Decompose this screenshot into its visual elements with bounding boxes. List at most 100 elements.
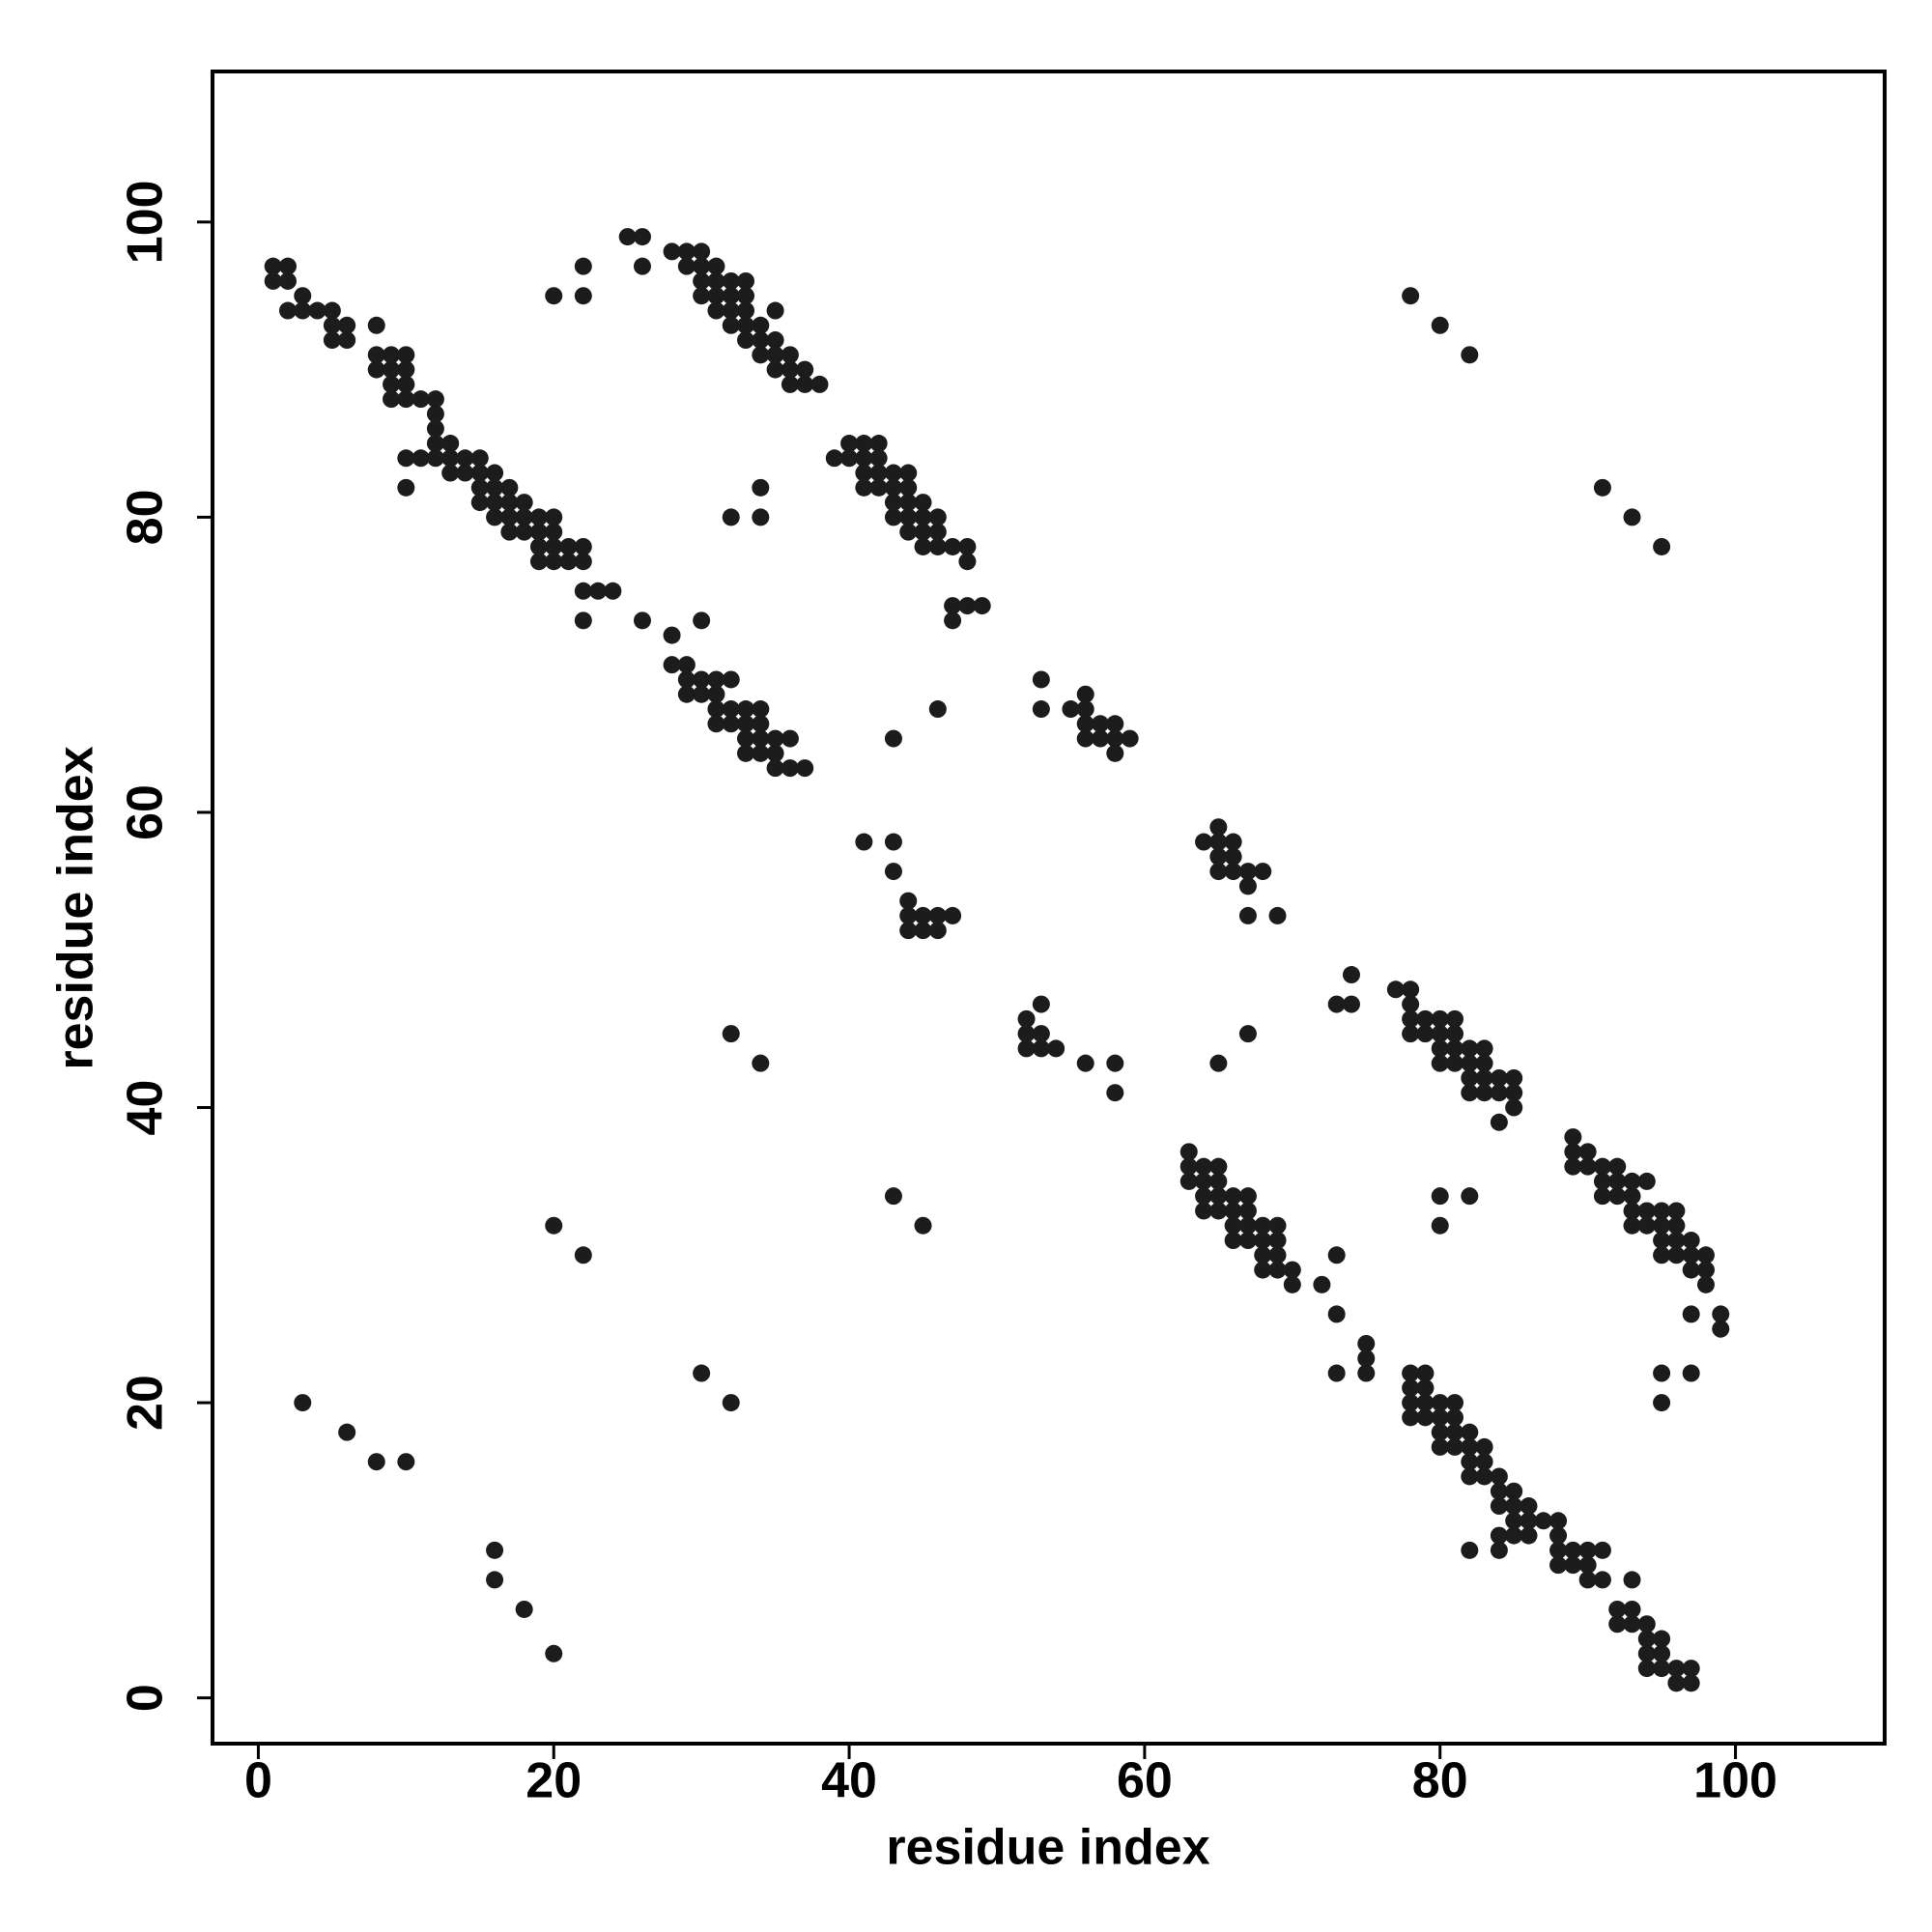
point (1623, 1202, 1641, 1220)
point (1209, 1157, 1228, 1176)
point (426, 435, 444, 453)
point (1578, 1556, 1597, 1575)
point (928, 508, 947, 526)
point (1653, 1630, 1671, 1648)
point (426, 405, 444, 423)
point (1564, 1128, 1582, 1147)
point (1416, 1408, 1435, 1427)
point (944, 611, 962, 630)
point (574, 553, 592, 571)
point (1461, 1467, 1479, 1486)
point (323, 301, 341, 320)
point (1490, 1068, 1508, 1087)
point (1608, 1187, 1627, 1206)
point (766, 331, 784, 350)
point (707, 715, 725, 733)
point (397, 478, 415, 497)
point (1431, 1054, 1449, 1072)
point (1032, 1039, 1050, 1058)
point (1505, 1098, 1523, 1117)
point (707, 685, 725, 703)
point (397, 1453, 415, 1471)
point (1254, 1232, 1272, 1250)
point (884, 478, 902, 497)
point (1268, 1261, 1287, 1279)
point (825, 449, 843, 468)
point (1386, 980, 1405, 999)
point (1106, 1054, 1124, 1072)
point (545, 287, 563, 305)
point (869, 464, 888, 482)
point (1593, 1187, 1611, 1206)
point (1327, 1364, 1346, 1382)
point (899, 906, 918, 924)
point (486, 478, 504, 497)
point (367, 360, 385, 379)
point (1682, 1674, 1700, 1692)
point (1238, 1216, 1257, 1235)
point (899, 464, 918, 482)
point (470, 464, 489, 482)
point (707, 301, 725, 320)
point (426, 419, 444, 438)
point (1623, 1216, 1641, 1235)
point (1490, 1541, 1508, 1559)
point (677, 670, 696, 689)
point (766, 346, 784, 364)
point (1653, 1216, 1671, 1235)
point (1637, 1644, 1656, 1662)
point (958, 537, 977, 555)
point (1431, 1437, 1449, 1456)
point (766, 301, 784, 320)
point (722, 271, 740, 290)
point (559, 553, 578, 571)
point (1564, 1143, 1582, 1161)
point (1431, 1408, 1449, 1427)
point (707, 700, 725, 719)
point (1653, 1660, 1671, 1678)
point (1195, 833, 1213, 851)
point (958, 553, 977, 571)
point (1505, 1497, 1523, 1516)
point (722, 316, 740, 334)
point (1062, 700, 1080, 719)
point (486, 494, 504, 512)
point (383, 390, 401, 409)
point (1224, 1216, 1242, 1235)
point (574, 582, 592, 600)
point (1490, 1084, 1508, 1102)
point (722, 1025, 740, 1043)
point (752, 1054, 770, 1072)
point (855, 464, 873, 482)
y-tick-label: 20 (118, 1375, 174, 1431)
point (884, 833, 902, 851)
point (1238, 877, 1257, 895)
point (1475, 1437, 1493, 1456)
point (1682, 1261, 1700, 1279)
point (1224, 847, 1242, 866)
point (1431, 316, 1449, 334)
point (707, 257, 725, 275)
point (766, 744, 784, 762)
point (1431, 1039, 1449, 1058)
point (1490, 1467, 1508, 1486)
point (1608, 1157, 1627, 1176)
point (1578, 1541, 1597, 1559)
point (884, 863, 902, 881)
point (1682, 1660, 1700, 1678)
point (693, 271, 711, 290)
point (1209, 863, 1228, 881)
point (1047, 1039, 1065, 1058)
point (796, 759, 814, 778)
point (1342, 995, 1360, 1013)
point (1637, 1630, 1656, 1648)
point (855, 435, 873, 453)
point (1475, 1084, 1493, 1102)
y-axis-title: residue index (48, 746, 104, 1069)
point (677, 242, 696, 261)
x-tick-label: 0 (244, 1753, 272, 1809)
point (1076, 715, 1094, 733)
point (545, 537, 563, 555)
point (869, 435, 888, 453)
point (693, 257, 711, 275)
